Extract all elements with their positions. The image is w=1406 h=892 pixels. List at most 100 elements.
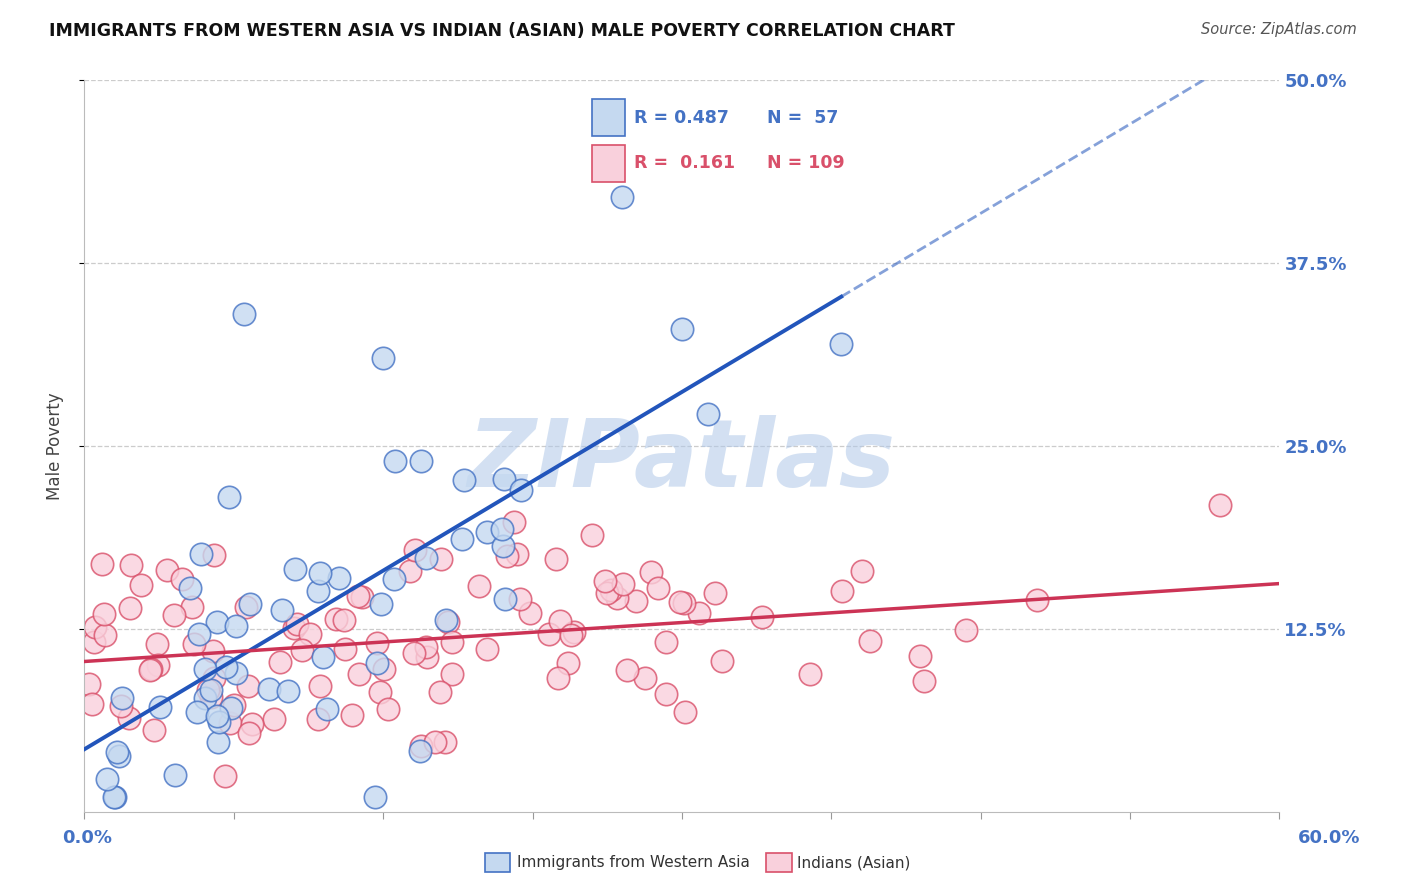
Text: Immigrants from Western Asia: Immigrants from Western Asia — [517, 855, 751, 870]
Point — [298, 626, 321, 640]
Point — [118, 711, 141, 725]
Point — [548, 614, 571, 628]
Point — [239, 597, 262, 611]
Point — [423, 735, 446, 749]
Point — [277, 684, 299, 698]
Point — [215, 659, 238, 673]
Point — [110, 699, 132, 714]
Point — [606, 591, 628, 606]
Text: 0.0%: 0.0% — [62, 829, 112, 847]
Point — [377, 702, 399, 716]
Point — [232, 307, 254, 321]
Point — [200, 682, 222, 697]
Point — [415, 649, 437, 664]
Point — [225, 665, 247, 680]
Point — [335, 641, 357, 656]
Point — [557, 656, 579, 670]
Point — [546, 552, 568, 566]
Point — [208, 714, 231, 729]
Point — [599, 582, 621, 597]
Point — [186, 705, 208, 719]
Text: R =  0.161: R = 0.161 — [634, 154, 735, 172]
Point — [180, 599, 202, 614]
Point — [236, 679, 259, 693]
Point — [139, 663, 162, 677]
Point — [430, 552, 453, 566]
Point — [312, 650, 335, 665]
Point — [90, 557, 112, 571]
Point — [316, 702, 339, 716]
Point — [105, 745, 128, 759]
Point — [492, 472, 515, 486]
Point — [672, 596, 695, 610]
Point — [103, 790, 125, 805]
Point — [560, 628, 582, 642]
Point — [1209, 498, 1232, 512]
Point — [647, 581, 669, 595]
Point — [143, 723, 166, 738]
Point — [202, 548, 225, 562]
Point — [475, 641, 498, 656]
Point — [859, 634, 882, 648]
Point — [240, 716, 263, 731]
Point — [347, 589, 370, 603]
Point — [283, 621, 305, 635]
Point — [415, 550, 437, 565]
Point — [1025, 592, 1047, 607]
Point — [179, 581, 201, 595]
Point — [163, 608, 186, 623]
Point — [368, 684, 391, 698]
Point — [751, 610, 773, 624]
Point — [263, 712, 285, 726]
Point — [108, 748, 131, 763]
Point — [409, 744, 432, 758]
Point — [340, 707, 363, 722]
Point — [612, 190, 634, 204]
Point — [612, 576, 634, 591]
Point — [235, 599, 257, 614]
Point — [145, 637, 167, 651]
Point — [373, 663, 395, 677]
Point — [409, 453, 432, 467]
Point — [468, 579, 491, 593]
Point — [269, 656, 291, 670]
Point — [508, 591, 530, 606]
Point — [202, 671, 225, 685]
Point — [703, 586, 725, 600]
Point — [502, 515, 524, 529]
Point — [325, 612, 347, 626]
Point — [711, 654, 734, 668]
Point — [799, 666, 821, 681]
Point — [955, 624, 977, 638]
Point — [596, 586, 619, 600]
Point — [440, 666, 463, 681]
Point — [851, 564, 873, 578]
Point — [205, 709, 228, 723]
Point — [505, 547, 527, 561]
Point — [411, 739, 433, 753]
Point — [156, 564, 179, 578]
Point — [616, 663, 638, 677]
Point — [183, 637, 205, 651]
Point — [830, 336, 852, 351]
Point — [308, 679, 330, 693]
Point — [146, 657, 169, 672]
Point — [207, 735, 229, 749]
Point — [190, 547, 212, 561]
Point — [382, 573, 405, 587]
Point — [912, 673, 935, 688]
Point — [475, 524, 498, 539]
Point — [291, 643, 314, 657]
Point — [495, 549, 517, 563]
Text: R = 0.487: R = 0.487 — [634, 109, 728, 127]
Text: N =  57: N = 57 — [766, 109, 838, 127]
Point — [83, 620, 105, 634]
Point — [831, 584, 853, 599]
Point — [163, 768, 186, 782]
Point — [441, 635, 464, 649]
Point — [696, 407, 718, 421]
Point — [509, 483, 531, 497]
Point — [96, 772, 118, 787]
Point — [205, 615, 228, 630]
Point — [83, 635, 105, 649]
